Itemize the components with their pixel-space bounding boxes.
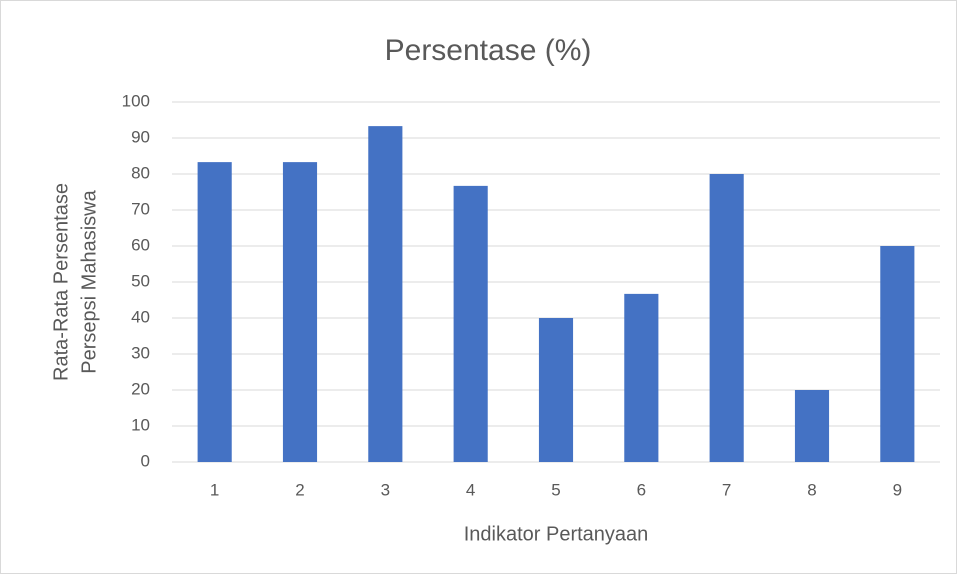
x-axis-label: Indikator Pertanyaan [464, 523, 649, 545]
y-tick-label: 100 [122, 91, 150, 110]
bar [368, 126, 403, 463]
y-axis-label: Rata-Rata Persentase Persepsi Mahasiswa [50, 183, 100, 381]
x-tick-label: 3 [381, 480, 390, 499]
y-tick-label: 50 [131, 271, 150, 290]
bar [453, 185, 488, 462]
x-tick-label: 2 [295, 480, 304, 499]
y-tick-label: 30 [131, 343, 150, 362]
y-tick-label: 70 [131, 199, 150, 218]
x-tick-label: 4 [466, 480, 475, 499]
y-tick-label: 20 [131, 379, 150, 398]
bar [880, 246, 915, 462]
y-tick-label: 80 [131, 163, 150, 182]
y-axis-label-line: Rata-Rata Persentase [50, 183, 72, 381]
y-tick-label: 60 [131, 235, 150, 254]
y-tick-label: 90 [131, 127, 150, 146]
x-tick-label: 7 [722, 480, 731, 499]
y-tick-label: 0 [141, 451, 150, 470]
x-tick-label: 8 [807, 480, 816, 499]
x-tick-label: 1 [210, 480, 219, 499]
bar [624, 293, 659, 462]
y-tick-label: 10 [131, 415, 150, 434]
y-tick-label: 40 [131, 307, 150, 326]
x-tick-label: 5 [551, 480, 560, 499]
bar [538, 318, 574, 462]
x-tick-label: 9 [893, 480, 902, 499]
bar [709, 174, 744, 462]
y-axis-label-line: Persepsi Mahasiswa [78, 189, 100, 373]
bar [282, 162, 318, 462]
chart-title: Persentase (%) [385, 34, 592, 67]
bar [794, 390, 830, 462]
bar [197, 162, 232, 462]
x-tick-label: 6 [637, 480, 646, 499]
